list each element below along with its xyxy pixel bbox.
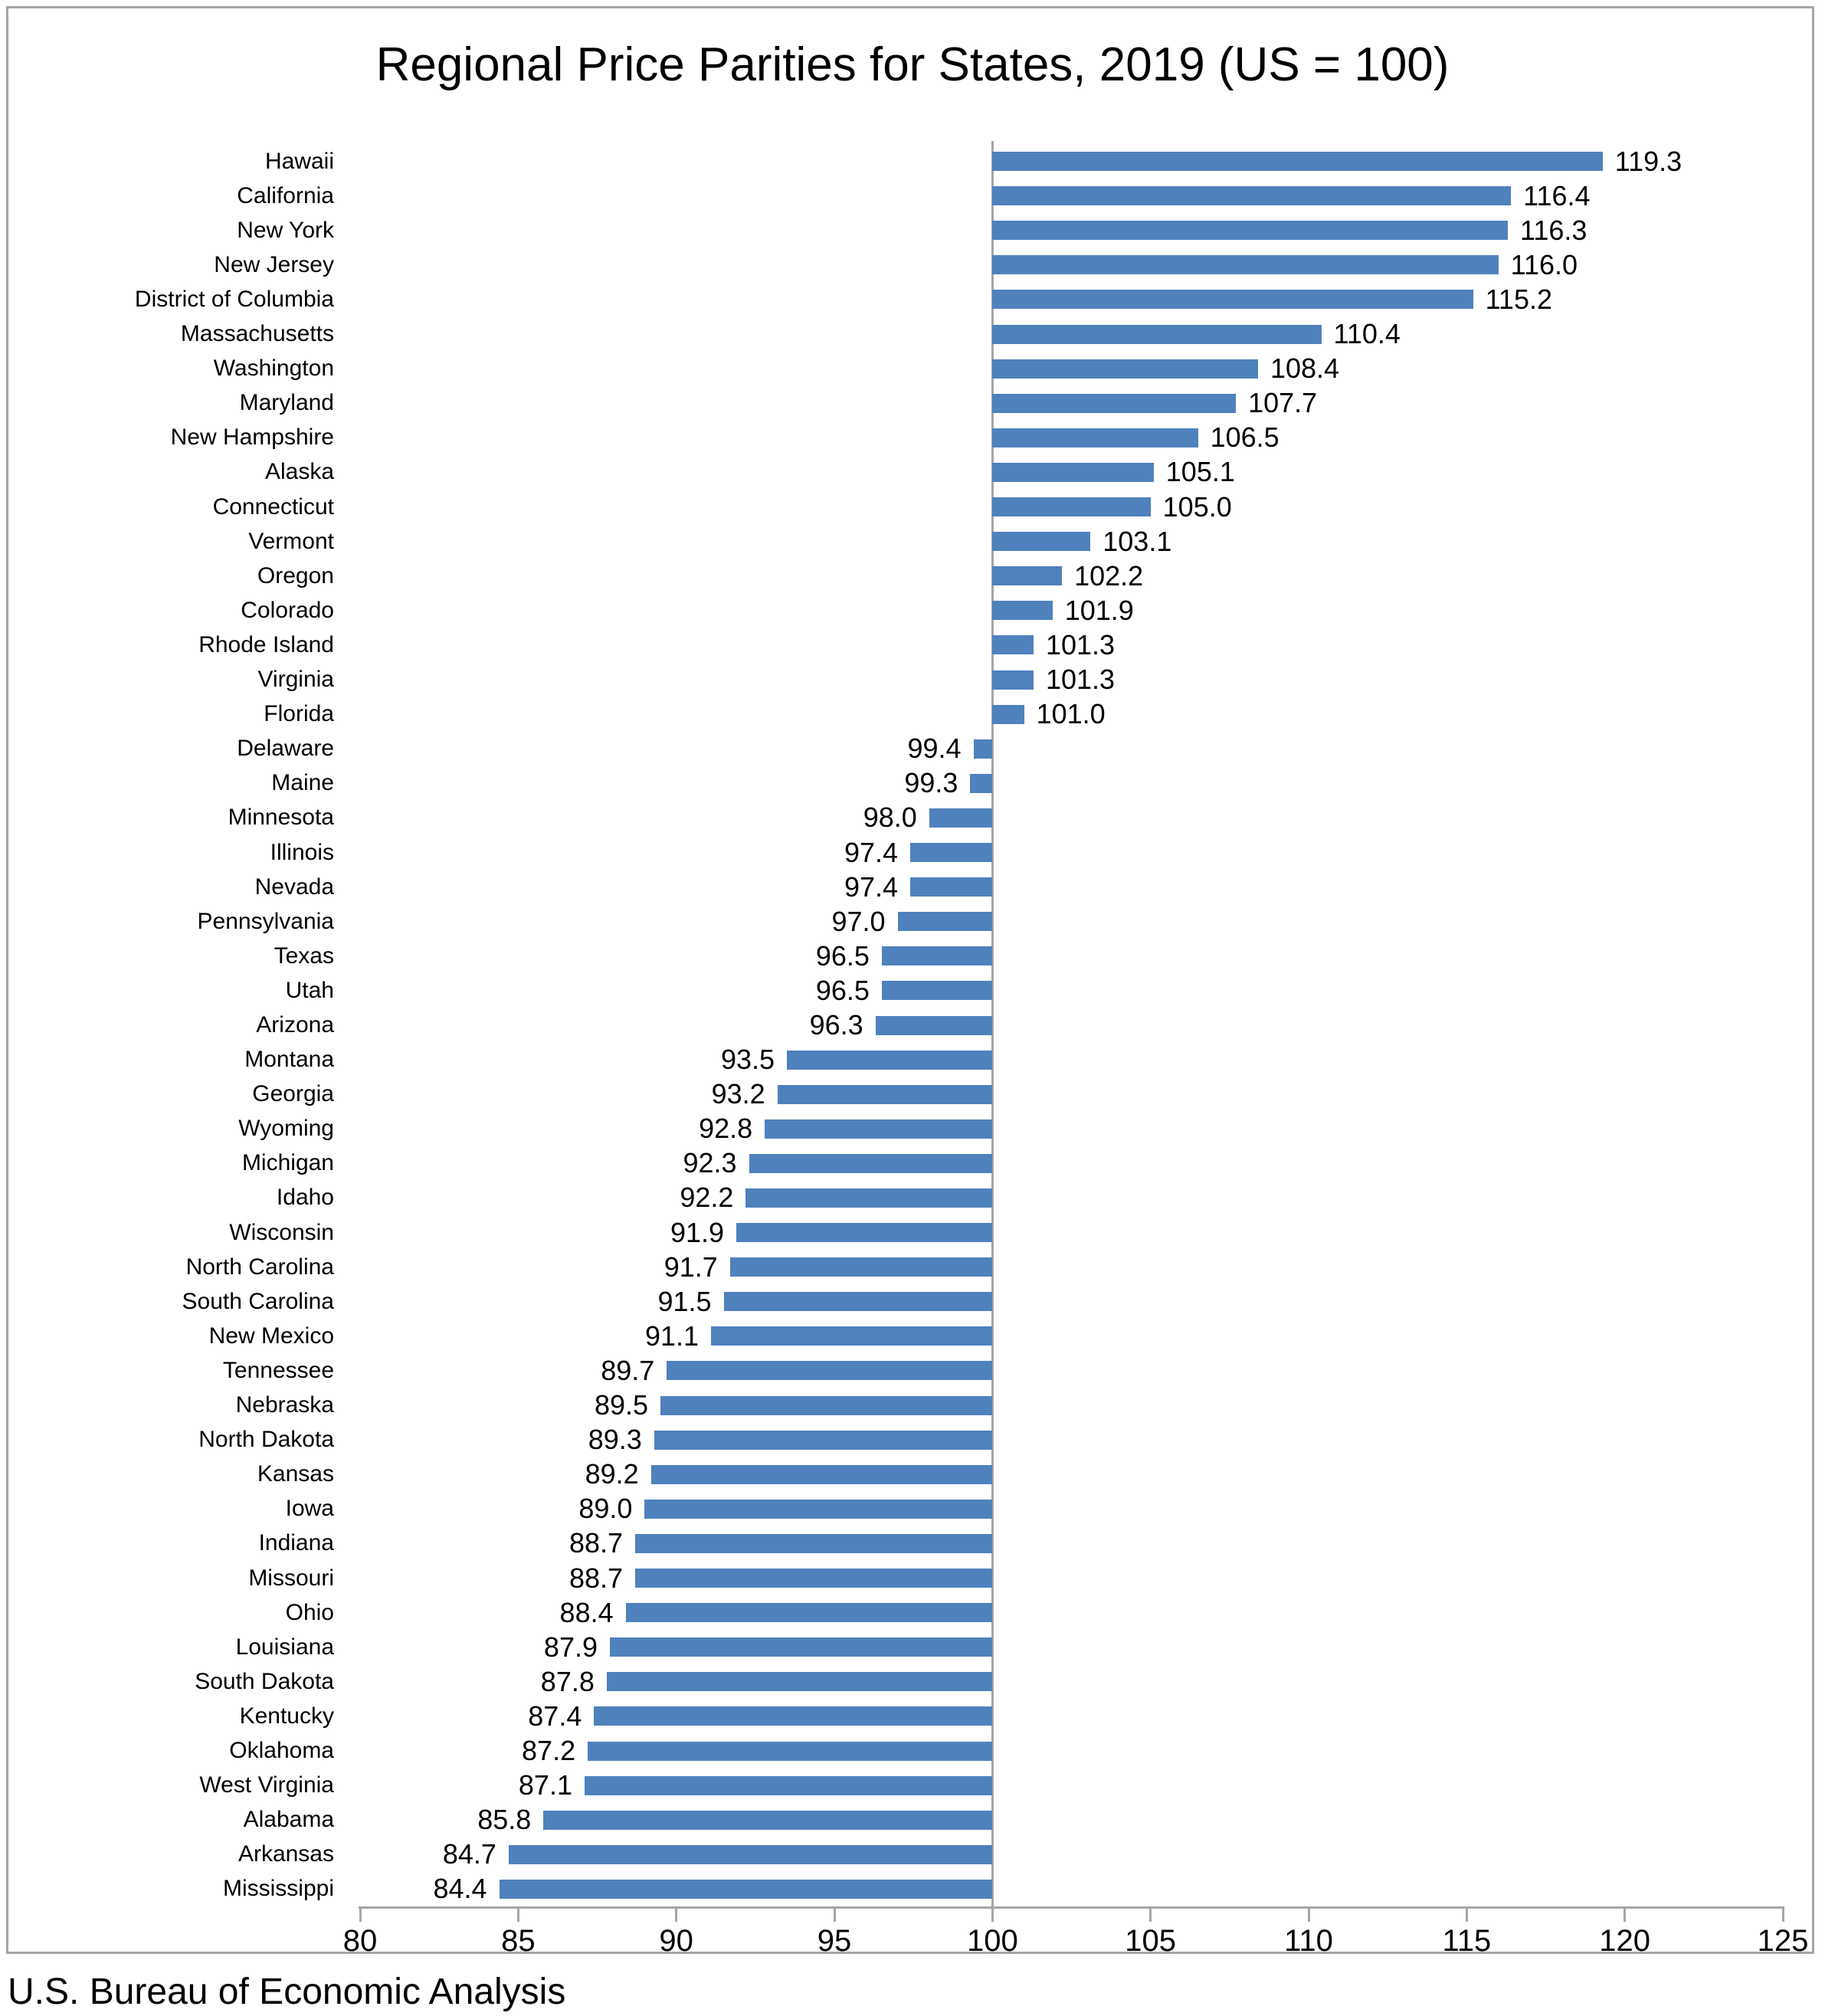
chart-title: Regional Price Parities for States, 2019… [375,38,1450,91]
source-label: U.S. Bureau of Economic Analysis [8,1972,566,2012]
chart-frame [6,6,1814,1954]
